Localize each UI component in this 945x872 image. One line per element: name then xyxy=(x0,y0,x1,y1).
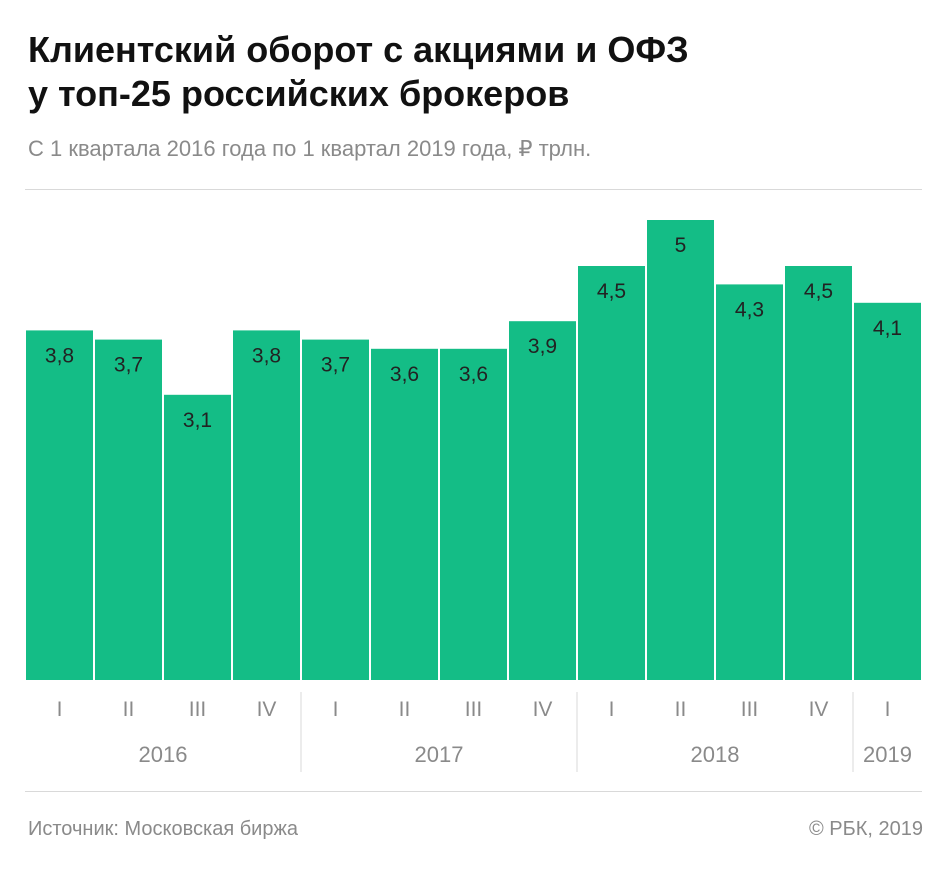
bar xyxy=(233,330,300,680)
bar xyxy=(578,266,645,680)
bar-value-label: 4,5 xyxy=(804,280,833,303)
chart-title: Клиентский оборот с акциями и ОФЗ у топ-… xyxy=(28,28,928,116)
bar-value-label: 3,6 xyxy=(390,363,419,386)
bar xyxy=(785,266,852,680)
copyright-note: © РБК, 2019 xyxy=(808,818,923,840)
year-label: 2018 xyxy=(691,742,740,767)
bar-value-label: 5 xyxy=(675,234,687,257)
quarter-tick-label: III xyxy=(189,698,207,721)
bar xyxy=(371,348,438,680)
quarter-tick-label: II xyxy=(399,698,411,721)
bar xyxy=(509,321,576,680)
bar-value-label: 3,8 xyxy=(45,344,74,367)
bottom-divider xyxy=(25,791,922,792)
quarter-tick-label: IV xyxy=(809,698,829,721)
quarter-tick-label: III xyxy=(465,698,483,721)
bar-value-label: 4,5 xyxy=(597,280,626,303)
source-note: Источник: Московская биржа xyxy=(28,818,298,840)
bar xyxy=(854,302,921,680)
bar-value-label: 3,7 xyxy=(114,354,143,377)
quarter-tick-label: III xyxy=(741,698,759,721)
bar-chart: 3,8I3,7II3,1III3,8IV3,7I3,6II3,6III3,9IV… xyxy=(26,220,921,772)
bar xyxy=(647,220,714,680)
chart-subtitle: С 1 квартала 2016 года по 1 квартал 2019… xyxy=(28,136,592,161)
bar xyxy=(440,348,507,680)
bar-value-label: 4,1 xyxy=(873,317,902,340)
bar xyxy=(95,339,162,680)
quarter-tick-label: I xyxy=(885,698,891,721)
bar-value-label: 3,8 xyxy=(252,344,281,367)
bar-value-label: 3,9 xyxy=(528,335,557,358)
bar-value-label: 3,7 xyxy=(321,354,350,377)
top-divider xyxy=(25,189,922,190)
bar xyxy=(164,394,231,680)
quarter-tick-label: I xyxy=(609,698,615,721)
bar-value-label: 4,3 xyxy=(735,298,764,321)
bar xyxy=(716,284,783,680)
chart-title-line-2: у топ-25 российских брокеров xyxy=(28,73,570,114)
quarter-tick-label: I xyxy=(57,698,63,721)
quarter-tick-label: II xyxy=(123,698,135,721)
bar xyxy=(26,330,93,680)
quarter-tick-label: I xyxy=(333,698,339,721)
quarter-tick-label: IV xyxy=(257,698,277,721)
bar-value-label: 3,1 xyxy=(183,409,212,432)
bar-value-label: 3,6 xyxy=(459,363,488,386)
bar xyxy=(302,339,369,680)
year-label: 2016 xyxy=(139,742,188,767)
chart-title-line-1: Клиентский оборот с акциями и ОФЗ xyxy=(28,29,689,70)
quarter-tick-label: IV xyxy=(533,698,553,721)
year-label: 2017 xyxy=(415,742,464,767)
quarter-tick-label: II xyxy=(675,698,687,721)
year-label: 2019 xyxy=(863,742,912,767)
